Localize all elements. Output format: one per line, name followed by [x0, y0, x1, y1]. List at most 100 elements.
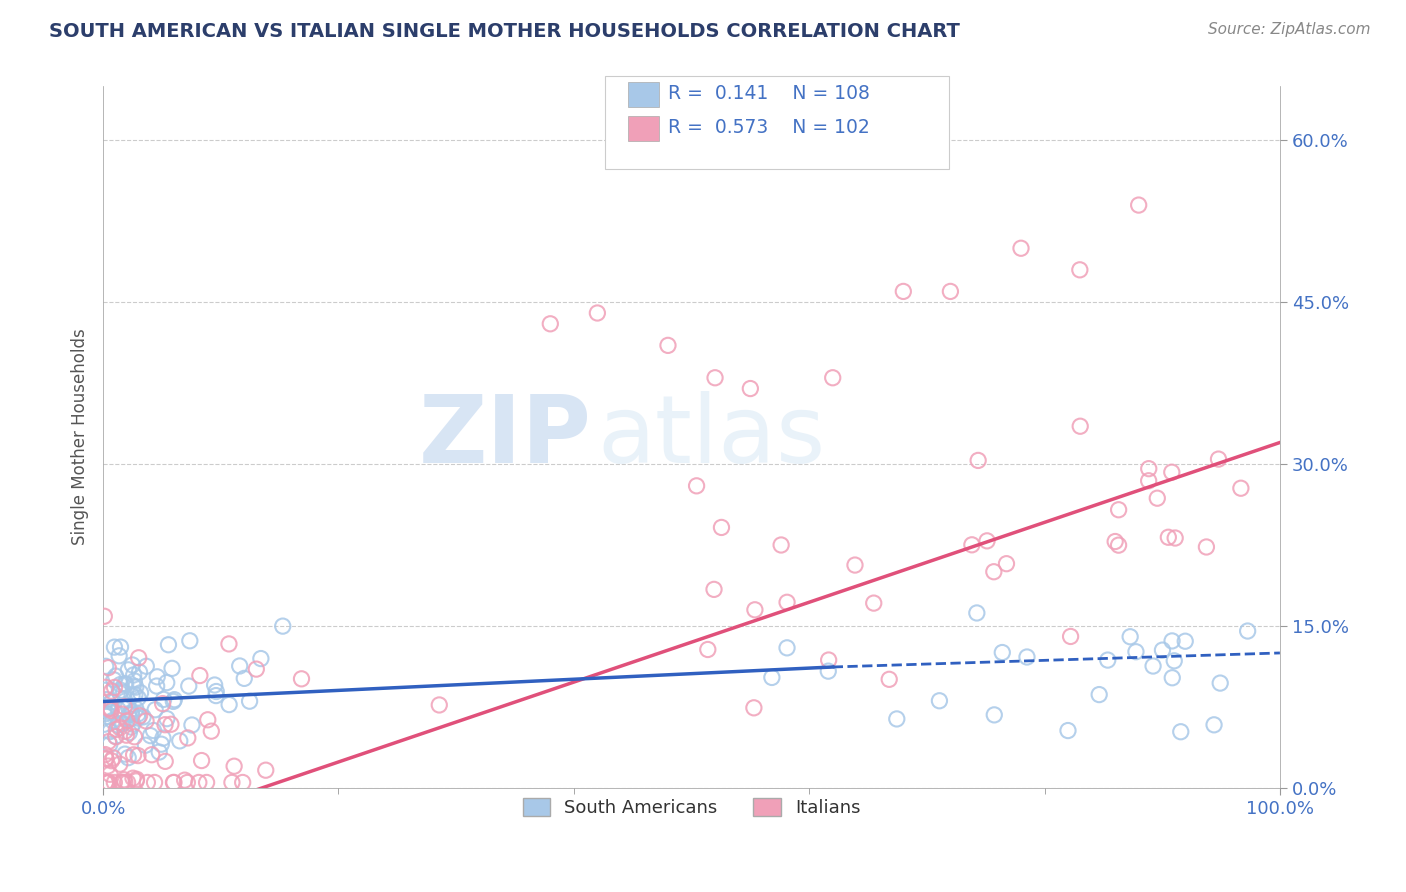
Point	[112, 772, 135, 787]
Point	[100, 704, 122, 718]
Point	[127, 711, 149, 725]
Point	[142, 723, 165, 738]
Point	[1160, 465, 1182, 479]
Point	[696, 642, 718, 657]
Point	[991, 646, 1014, 660]
Point	[160, 717, 183, 731]
Point	[1108, 502, 1130, 516]
Point	[221, 775, 243, 789]
Point	[104, 730, 127, 744]
Point	[821, 370, 844, 384]
Point	[94, 751, 117, 765]
Point	[704, 370, 727, 384]
Point	[114, 775, 136, 789]
Point	[703, 582, 725, 597]
Point	[111, 775, 134, 789]
Point	[162, 694, 184, 708]
Point	[817, 653, 839, 667]
Point	[98, 724, 121, 739]
Point	[121, 707, 143, 722]
Point	[966, 606, 988, 620]
Point	[197, 713, 219, 727]
Point	[117, 775, 139, 789]
Point	[148, 745, 170, 759]
Point	[118, 725, 141, 739]
Point	[101, 714, 124, 728]
Point	[163, 692, 186, 706]
Point	[108, 721, 131, 735]
Point	[108, 686, 131, 700]
Point	[1108, 538, 1130, 552]
Text: R =  0.141    N = 108: R = 0.141 N = 108	[668, 84, 870, 103]
Point	[245, 662, 267, 676]
Point	[844, 558, 866, 572]
Point	[776, 640, 799, 655]
Point	[1059, 630, 1081, 644]
Point	[1161, 671, 1184, 685]
Point	[134, 738, 156, 752]
Point	[742, 701, 765, 715]
Point	[177, 679, 200, 693]
Y-axis label: Single Mother Households: Single Mother Households	[72, 329, 89, 546]
Point	[1161, 634, 1184, 648]
Point	[710, 520, 733, 534]
Point	[179, 633, 201, 648]
Point	[254, 763, 277, 777]
Point	[290, 672, 312, 686]
Point	[176, 775, 198, 789]
Point	[94, 775, 117, 789]
Point	[94, 775, 117, 789]
Point	[538, 317, 561, 331]
Point	[96, 692, 118, 706]
Point	[817, 664, 839, 678]
Point	[205, 689, 228, 703]
Point	[1152, 643, 1174, 657]
Point	[190, 754, 212, 768]
Point	[995, 557, 1018, 571]
Point	[271, 619, 294, 633]
Point	[98, 775, 121, 789]
Point	[157, 638, 180, 652]
Point	[188, 668, 211, 682]
Point	[122, 668, 145, 682]
Point	[136, 775, 159, 789]
Point	[152, 692, 174, 706]
Point	[105, 723, 128, 737]
Point	[93, 717, 115, 731]
Point	[960, 538, 983, 552]
Point	[120, 712, 142, 726]
Point	[1142, 659, 1164, 673]
Point	[120, 720, 142, 734]
Point	[114, 677, 136, 691]
Point	[155, 755, 177, 769]
Point	[128, 708, 150, 723]
Point	[117, 750, 139, 764]
Point	[127, 690, 149, 705]
Point	[153, 717, 176, 731]
Point	[218, 698, 240, 712]
Point	[112, 685, 135, 699]
Point	[427, 698, 450, 712]
Point	[1157, 530, 1180, 544]
Point	[128, 665, 150, 679]
Point	[97, 701, 120, 715]
Point	[162, 775, 184, 789]
Point	[983, 565, 1005, 579]
Point	[132, 710, 155, 724]
Point	[1097, 653, 1119, 667]
Point	[111, 775, 134, 789]
Point	[97, 700, 120, 714]
Point	[939, 285, 962, 299]
Point	[141, 747, 163, 762]
Point	[117, 700, 139, 714]
Point	[150, 737, 173, 751]
Point	[1069, 419, 1091, 434]
Point	[110, 683, 132, 698]
Point	[115, 714, 138, 728]
Point	[152, 697, 174, 711]
Point	[103, 673, 125, 687]
Point	[100, 754, 122, 768]
Point	[1146, 491, 1168, 506]
Point	[111, 716, 134, 731]
Point	[125, 680, 148, 694]
